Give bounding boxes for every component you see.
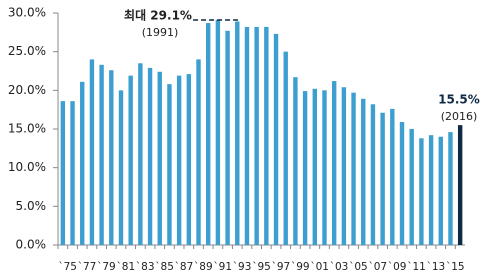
y-tick-label: 5.0%: [16, 199, 47, 213]
max-annotation-year: (1991): [142, 26, 179, 39]
bar: [176, 75, 182, 245]
x-tick-label: `03: [330, 261, 349, 273]
x-tick-label: `01: [310, 261, 329, 273]
x-tick-label: `93: [233, 261, 252, 273]
bar: [361, 98, 366, 245]
x-tick-label: `81: [117, 261, 136, 273]
bar: [206, 23, 211, 246]
bar: [390, 108, 395, 245]
y-tick-label: 20.0%: [8, 83, 46, 97]
bar: [283, 51, 288, 245]
x-tick-label: `85: [155, 261, 174, 273]
bar: [380, 112, 385, 245]
bar: [273, 33, 279, 245]
last-annotation: 15.5%: [438, 93, 480, 107]
bar: [235, 21, 240, 245]
bar: [302, 91, 308, 246]
x-tick-label: `15: [446, 261, 465, 273]
bar: [128, 75, 133, 245]
bar: [99, 64, 104, 246]
bar: [167, 84, 172, 245]
bar: [370, 104, 376, 246]
bar: [109, 70, 114, 245]
x-tick-label: `77: [78, 261, 97, 273]
bar: [419, 138, 424, 245]
bar: [157, 71, 162, 245]
bar: [312, 88, 317, 245]
x-tick-label: `07: [368, 261, 387, 273]
bar: [186, 74, 192, 246]
bar: [215, 19, 221, 246]
bar: [322, 90, 327, 245]
y-tick-label: 30.0%: [8, 6, 46, 20]
bar: [89, 59, 95, 246]
bar: [293, 77, 298, 245]
bar: [448, 132, 453, 245]
bar: [80, 81, 85, 246]
bar: [428, 135, 434, 245]
x-tick-label: `99: [291, 261, 310, 273]
x-tick-label: `97: [272, 261, 291, 273]
bar: [331, 81, 337, 245]
x-tick-label: `91: [213, 261, 232, 273]
bar: [244, 26, 250, 246]
y-tick-label: 10.0%: [8, 160, 46, 174]
bar: [147, 67, 153, 245]
x-tick-label: `09: [388, 261, 407, 273]
bar: [60, 101, 66, 245]
bar: [399, 122, 405, 245]
bar: [70, 101, 75, 245]
bar: [196, 59, 201, 246]
x-tick-label: `11: [407, 261, 426, 273]
bar: [409, 129, 414, 245]
bar: [341, 87, 347, 246]
x-tick-label: `13: [427, 261, 446, 273]
x-tick-label: `89: [194, 261, 213, 273]
x-tick-label: `75: [58, 261, 77, 273]
x-tick-label: `83: [136, 261, 155, 273]
y-tick-label: 15.0%: [8, 122, 46, 136]
bar: [457, 125, 463, 245]
bar: [225, 30, 230, 245]
x-tick-label: `95: [252, 261, 271, 273]
y-tick-label: 0.0%: [16, 238, 47, 252]
last-annotation-year: (2016): [441, 110, 478, 123]
x-tick-label: `05: [349, 261, 368, 273]
max-annotation: 최대 29.1%: [124, 8, 192, 23]
bar: [118, 90, 124, 245]
y-tick-label: 25.0%: [8, 44, 46, 58]
bar: [254, 26, 259, 246]
x-tick-label: `87: [175, 261, 194, 273]
bar: [438, 136, 443, 245]
bar: [351, 92, 356, 245]
bar: [138, 63, 143, 246]
x-tick-label: `79: [97, 261, 116, 273]
bar: [264, 26, 269, 246]
